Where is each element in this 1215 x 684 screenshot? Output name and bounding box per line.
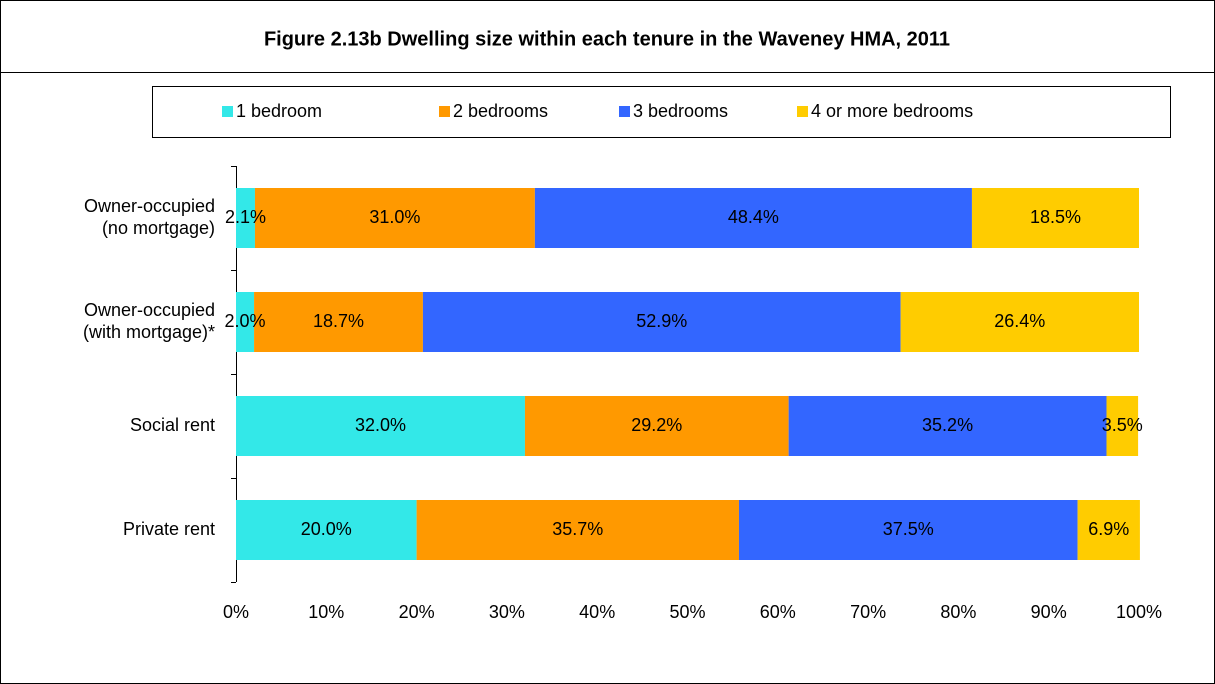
x-tick-label: 0%	[223, 602, 249, 622]
data-label: 6.9%	[1088, 519, 1129, 539]
y-tick-label: (no mortgage)	[102, 218, 215, 238]
x-tick-label: 60%	[760, 602, 796, 622]
x-tick-label: 50%	[669, 602, 705, 622]
data-label: 35.7%	[552, 519, 603, 539]
bar-segment	[900, 292, 1139, 352]
bar-segment	[422, 292, 901, 352]
y-tick-label: Owner-occupied	[84, 300, 215, 320]
y-tick-label: Owner-occupied	[84, 196, 215, 216]
legend-swatch	[222, 106, 233, 117]
legend-label: 2 bedrooms	[453, 101, 548, 121]
bar-segment	[236, 188, 255, 248]
legend-box	[152, 86, 1171, 138]
bar-segment	[1106, 396, 1139, 456]
legend-swatch	[797, 106, 808, 117]
data-label: 20.0%	[301, 519, 352, 539]
bar-segment	[236, 500, 417, 560]
legend-label: 4 or more bedrooms	[811, 101, 973, 121]
legend-label: 3 bedrooms	[633, 101, 728, 121]
bar-segment	[254, 188, 535, 248]
bar-segment	[788, 396, 1107, 456]
data-label: 29.2%	[631, 415, 682, 435]
bar-segment	[971, 188, 1139, 248]
x-tick-label: 40%	[579, 602, 615, 622]
x-tick-label: 80%	[940, 602, 976, 622]
x-tick-label: 100%	[1116, 602, 1162, 622]
data-label: 2.0%	[225, 311, 266, 331]
data-label: 26.4%	[994, 311, 1045, 331]
x-tick-label: 20%	[399, 602, 435, 622]
bar-segment	[236, 396, 525, 456]
x-tick-label: 10%	[308, 602, 344, 622]
bar-segment	[236, 292, 255, 352]
chart-title: Figure 2.13b Dwelling size within each t…	[264, 28, 950, 50]
legend-swatch	[439, 106, 450, 117]
bar-segment	[534, 188, 972, 248]
bar-segment	[416, 500, 739, 560]
bar-segment	[1077, 500, 1140, 560]
x-tick-label: 70%	[850, 602, 886, 622]
legend-swatch	[619, 106, 630, 117]
bar-segment	[738, 500, 1078, 560]
data-label: 18.5%	[1030, 207, 1081, 227]
legend-label: 1 bedroom	[236, 101, 322, 121]
x-tick-label: 90%	[1031, 602, 1067, 622]
data-label: 48.4%	[728, 207, 779, 227]
data-label: 31.0%	[369, 207, 420, 227]
data-label: 37.5%	[883, 519, 934, 539]
data-label: 52.9%	[636, 311, 687, 331]
data-label: 3.5%	[1102, 415, 1143, 435]
data-label: 18.7%	[313, 311, 364, 331]
x-tick-label: 30%	[489, 602, 525, 622]
y-tick-label: Private rent	[123, 519, 215, 539]
bar-segment	[254, 292, 423, 352]
y-tick-label: Social rent	[130, 415, 215, 435]
y-tick-label: (with mortgage)*	[83, 322, 215, 342]
data-label: 35.2%	[922, 415, 973, 435]
data-label: 32.0%	[355, 415, 406, 435]
data-label: 2.1%	[225, 207, 266, 227]
bar-segment	[524, 396, 789, 456]
